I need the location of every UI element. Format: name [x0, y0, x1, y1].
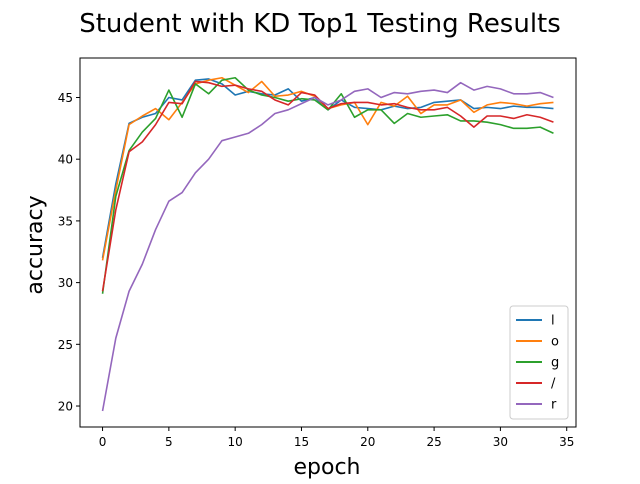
x-tick-label: 15: [294, 435, 309, 449]
y-axis-label: accuracy: [23, 195, 48, 294]
x-tick-label: 5: [165, 435, 173, 449]
legend: log / r: [509, 305, 569, 420]
x-tick-label: 10: [228, 435, 243, 449]
y-tick-label: 30: [58, 276, 73, 290]
x-tick-label: 35: [559, 435, 574, 449]
x-tick-label: 25: [426, 435, 441, 449]
chart-title: Student with KD Top1 Testing Results: [79, 9, 561, 39]
x-tick-label: 30: [493, 435, 508, 449]
series-line-3: [101, 80, 554, 292]
y-tick-label: 25: [58, 338, 73, 352]
x-axis: 0 5 10 15 20 25 30 35: [99, 427, 574, 449]
y-tick-label: 45: [58, 91, 73, 105]
legend-label: g: [551, 356, 559, 371]
series-line-2: [101, 76, 554, 294]
x-tick-label: 20: [360, 435, 375, 449]
y-tick-label: 20: [58, 400, 73, 414]
plot-frame: [79, 57, 577, 428]
series-line-4: [101, 81, 554, 412]
y-tick-label: 35: [58, 214, 73, 228]
x-axis-label: epoch: [294, 455, 361, 480]
legend-label: o: [551, 335, 559, 350]
y-tick-label: 40: [58, 153, 73, 167]
legend-label: l: [551, 314, 555, 329]
legend-label: r: [551, 398, 557, 413]
y-axis: 20 25 30 35 40 45: [58, 91, 80, 414]
plot-area: [101, 76, 554, 412]
x-tick-label: 0: [99, 435, 107, 449]
legend-label: /: [551, 377, 556, 392]
